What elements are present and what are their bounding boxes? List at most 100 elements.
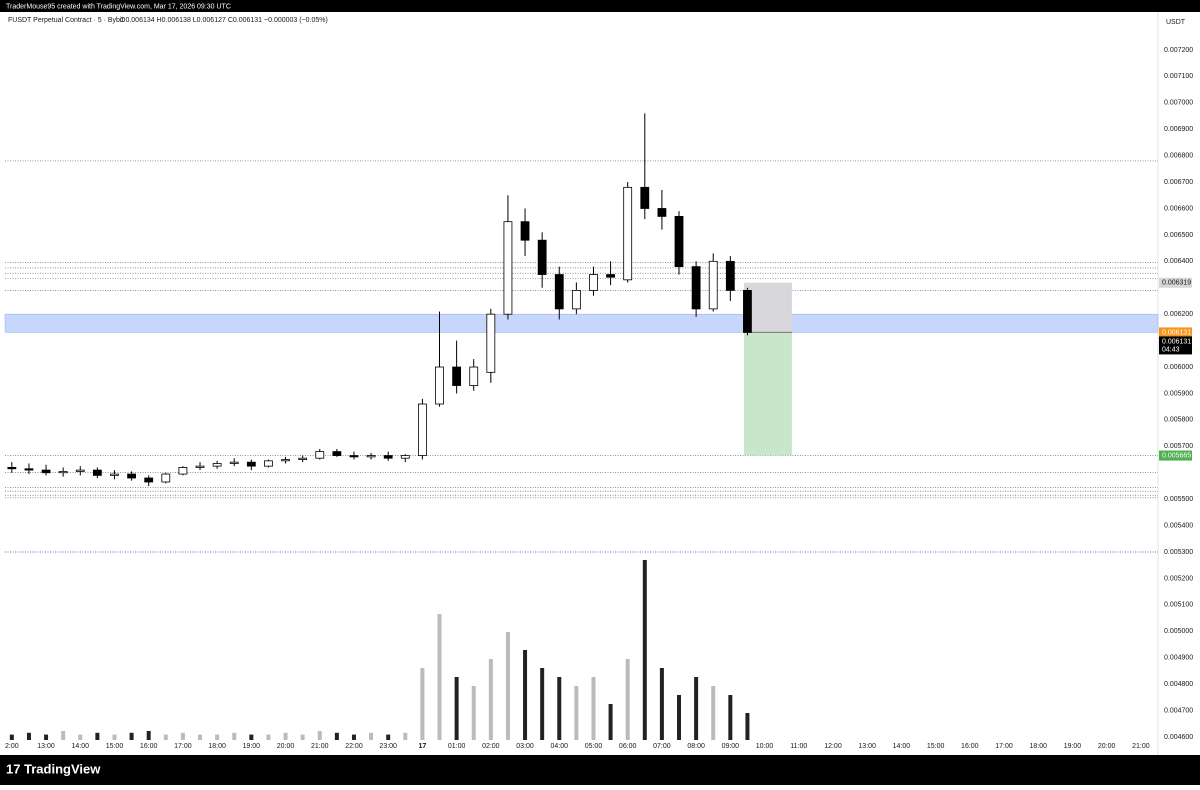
volume-bar xyxy=(44,734,49,740)
ohlc-legend: O0.006134 H0.006138 L0.006127 C0.006131 … xyxy=(120,17,328,24)
volume-bar xyxy=(540,668,545,740)
x-tick-label: 21:00 xyxy=(1132,743,1150,750)
x-tick-label: 06:00 xyxy=(619,743,637,750)
candle-body xyxy=(161,473,171,483)
x-tick-label: 11:00 xyxy=(790,743,807,750)
logo: TradingView xyxy=(24,761,101,776)
y-tick-label: 0.007000 xyxy=(1164,100,1193,107)
candle-body xyxy=(24,468,34,471)
volume-bar xyxy=(232,732,237,740)
candle-body xyxy=(383,455,393,459)
x-tick-label: 23:00 xyxy=(379,743,397,750)
logo-icon: 17 xyxy=(6,761,20,776)
volume-bar xyxy=(26,732,31,740)
candle-body xyxy=(41,469,51,474)
volume-bar xyxy=(591,677,596,740)
candle-body xyxy=(229,461,239,464)
x-tick-label: 19:00 xyxy=(1064,743,1082,750)
volume-bar xyxy=(574,686,579,740)
y-tick-label: 0.006900 xyxy=(1164,126,1193,133)
candle-body xyxy=(503,221,513,315)
candle-body xyxy=(657,208,667,217)
x-tick-label: 13:00 xyxy=(37,743,55,750)
volume-bar xyxy=(351,734,356,740)
volume-bar xyxy=(249,734,254,740)
candle-body xyxy=(127,473,136,479)
x-tick-label: 02:00 xyxy=(482,743,500,750)
candle-body xyxy=(743,289,752,333)
x-tick-label: 15:00 xyxy=(106,743,124,750)
zone xyxy=(4,313,1159,333)
volume-bar xyxy=(728,695,733,740)
volume-bar xyxy=(403,732,408,740)
candle-body xyxy=(708,260,718,310)
volume-bar xyxy=(198,734,203,740)
x-tick-label: 08:00 xyxy=(687,743,705,750)
x-tick-label: 12:00 xyxy=(824,743,842,750)
volume-bar xyxy=(420,668,425,740)
candle-body xyxy=(264,460,273,467)
price-label-bg xyxy=(1159,327,1192,338)
y-tick-label: 0.005500 xyxy=(1164,496,1193,503)
x-tick-label: 20:00 xyxy=(277,743,295,750)
target-zone xyxy=(744,332,792,456)
candle-body xyxy=(366,455,376,458)
volume-bar xyxy=(78,734,83,740)
y-tick-label: 0.007100 xyxy=(1164,73,1193,80)
volume-bar xyxy=(215,734,220,740)
candle-body xyxy=(246,461,256,467)
candle-body xyxy=(520,221,530,241)
x-tick-label: 10:00 xyxy=(756,743,774,750)
volume-bar xyxy=(129,732,134,740)
y-tick-label: 0.004700 xyxy=(1164,707,1193,714)
volume-bar xyxy=(334,732,339,740)
volume-bar xyxy=(163,734,168,740)
y-tick-label: 0.005200 xyxy=(1164,575,1193,582)
candle-body xyxy=(589,274,598,291)
volume-bar xyxy=(625,659,630,740)
candle-body xyxy=(212,463,222,467)
x-tick-label: 17:00 xyxy=(174,743,192,750)
volume-bar xyxy=(386,734,391,740)
x-tick-label: 17:00 xyxy=(995,743,1013,750)
x-tick-label: 13:00 xyxy=(858,743,876,750)
x-tick-label: 09:00 xyxy=(722,743,740,750)
candle-body xyxy=(315,451,325,459)
candle-body xyxy=(7,467,17,470)
y-tick-label: 0.006700 xyxy=(1164,179,1193,186)
volume-bar xyxy=(146,731,151,740)
candle-body xyxy=(623,186,633,281)
price-label: 0.006131 xyxy=(1162,329,1191,336)
y-tick-label: 0.004900 xyxy=(1164,655,1193,662)
volume-bar xyxy=(523,650,528,740)
y-tick-label: 0.005800 xyxy=(1164,417,1193,424)
volume-bar xyxy=(437,614,442,740)
y-tick-label: 0.005100 xyxy=(1164,602,1193,609)
credit: TraderMouse95 created with TradingView.c… xyxy=(6,3,231,10)
volume-bar xyxy=(112,734,117,740)
candle-body xyxy=(110,473,119,476)
volume-bar xyxy=(180,732,185,740)
candle-body xyxy=(92,469,102,476)
last-price-bg xyxy=(1159,336,1192,355)
candle-body xyxy=(554,274,564,310)
price-label-bg xyxy=(1159,277,1192,288)
x-tick-label: 07:00 xyxy=(653,743,671,750)
candle-body xyxy=(75,469,85,472)
candle-body xyxy=(195,465,205,468)
x-tick-label: 03:00 xyxy=(516,743,534,750)
price-label-bg xyxy=(1159,450,1192,461)
header-bar xyxy=(0,0,1200,12)
x-tick-label: 21:00 xyxy=(311,743,329,750)
candle-body xyxy=(469,366,479,386)
candle-body xyxy=(691,266,701,310)
y-tick-label: 0.006600 xyxy=(1164,205,1193,212)
candle-body xyxy=(435,366,444,405)
candle-body xyxy=(418,403,427,456)
candle-body xyxy=(640,186,650,209)
volume-bar xyxy=(266,734,271,740)
volume-bar xyxy=(471,686,476,740)
volume-bar xyxy=(745,713,750,740)
x-tick-label: 2:00 xyxy=(5,743,19,750)
